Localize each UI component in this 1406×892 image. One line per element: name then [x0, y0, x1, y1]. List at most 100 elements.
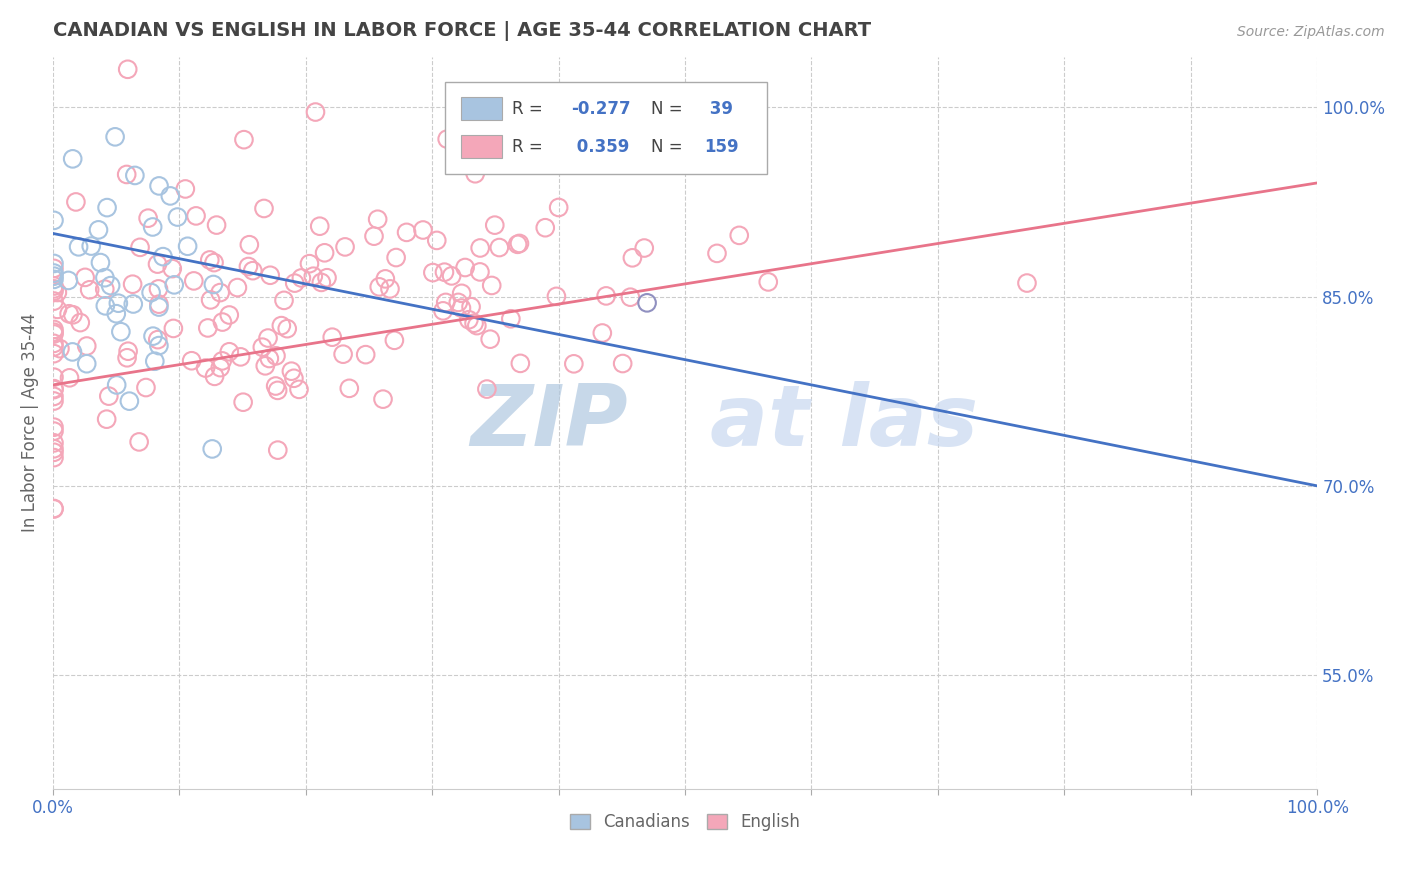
Point	[233, 133, 256, 147]
Point	[142, 219, 165, 234]
Point	[118, 394, 141, 409]
Point	[97, 389, 120, 403]
Point	[121, 277, 143, 292]
Point	[42, 279, 65, 293]
Point	[42, 383, 65, 397]
Point	[463, 316, 485, 330]
Point	[290, 271, 312, 285]
Point	[194, 361, 217, 376]
Point	[198, 252, 221, 267]
Point	[148, 282, 170, 296]
Point	[42, 340, 65, 354]
Point	[242, 263, 264, 277]
Point	[135, 380, 157, 394]
Point	[314, 245, 336, 260]
Point	[76, 339, 98, 353]
Point	[176, 239, 198, 253]
Point	[259, 351, 281, 366]
Point	[42, 382, 65, 396]
Point	[42, 424, 65, 438]
Point	[354, 348, 377, 362]
Point	[42, 420, 65, 434]
Point	[42, 272, 65, 286]
Text: R =: R =	[512, 100, 543, 118]
Point	[706, 246, 728, 260]
Point	[89, 255, 111, 269]
Point	[65, 194, 87, 209]
Point	[159, 189, 181, 203]
Text: N =: N =	[651, 100, 682, 118]
Point	[58, 273, 80, 287]
Point	[42, 326, 65, 341]
Point	[204, 369, 226, 384]
Point	[42, 450, 65, 465]
Point	[201, 442, 224, 456]
Text: N =: N =	[651, 137, 682, 156]
Point	[460, 300, 482, 314]
Point	[166, 210, 188, 224]
Point	[280, 364, 302, 378]
Point	[58, 371, 80, 385]
Point	[547, 201, 569, 215]
Point	[259, 268, 281, 283]
Point	[94, 299, 117, 313]
Point	[209, 285, 232, 300]
Point	[148, 297, 170, 311]
Point	[636, 296, 658, 310]
Point	[94, 282, 117, 296]
Point	[142, 329, 165, 343]
Point	[562, 357, 585, 371]
Point	[422, 266, 444, 280]
Point	[484, 218, 506, 232]
Point	[162, 321, 184, 335]
Point	[42, 346, 65, 360]
Point	[374, 272, 396, 286]
Point	[211, 315, 233, 329]
Point	[257, 331, 280, 345]
Point	[332, 347, 354, 361]
Point	[333, 240, 356, 254]
Point	[139, 285, 162, 300]
Point	[96, 412, 118, 426]
Point	[276, 321, 298, 335]
Point	[117, 62, 139, 77]
Point	[591, 326, 613, 340]
Point	[162, 261, 184, 276]
Point	[436, 132, 458, 146]
Point	[283, 371, 305, 385]
Point	[253, 202, 276, 216]
Text: Source: ZipAtlas.com: Source: ZipAtlas.com	[1237, 25, 1385, 39]
Point	[371, 392, 394, 406]
Point	[267, 443, 290, 458]
Point	[546, 289, 568, 303]
Text: at las: at las	[710, 381, 979, 464]
Point	[481, 278, 503, 293]
Point	[553, 135, 575, 149]
Point	[488, 241, 510, 255]
Point	[200, 293, 222, 307]
Point	[211, 354, 233, 368]
Point	[42, 266, 65, 280]
FancyBboxPatch shape	[444, 82, 768, 174]
Point	[42, 442, 65, 456]
Point	[432, 303, 454, 318]
Point	[202, 277, 225, 292]
Point	[143, 354, 166, 368]
Point	[107, 296, 129, 310]
Point	[367, 212, 389, 227]
Point	[475, 382, 498, 396]
Point	[595, 289, 617, 303]
Point	[105, 307, 128, 321]
Point	[395, 226, 418, 240]
Point	[46, 302, 69, 317]
Text: 0.359: 0.359	[571, 137, 630, 156]
Point	[117, 344, 139, 359]
Point	[412, 223, 434, 237]
Point	[202, 255, 225, 269]
Point	[728, 228, 751, 243]
Point	[42, 435, 65, 450]
Point	[148, 338, 170, 352]
Point	[266, 384, 288, 398]
FancyBboxPatch shape	[461, 135, 502, 159]
Point	[76, 357, 98, 371]
